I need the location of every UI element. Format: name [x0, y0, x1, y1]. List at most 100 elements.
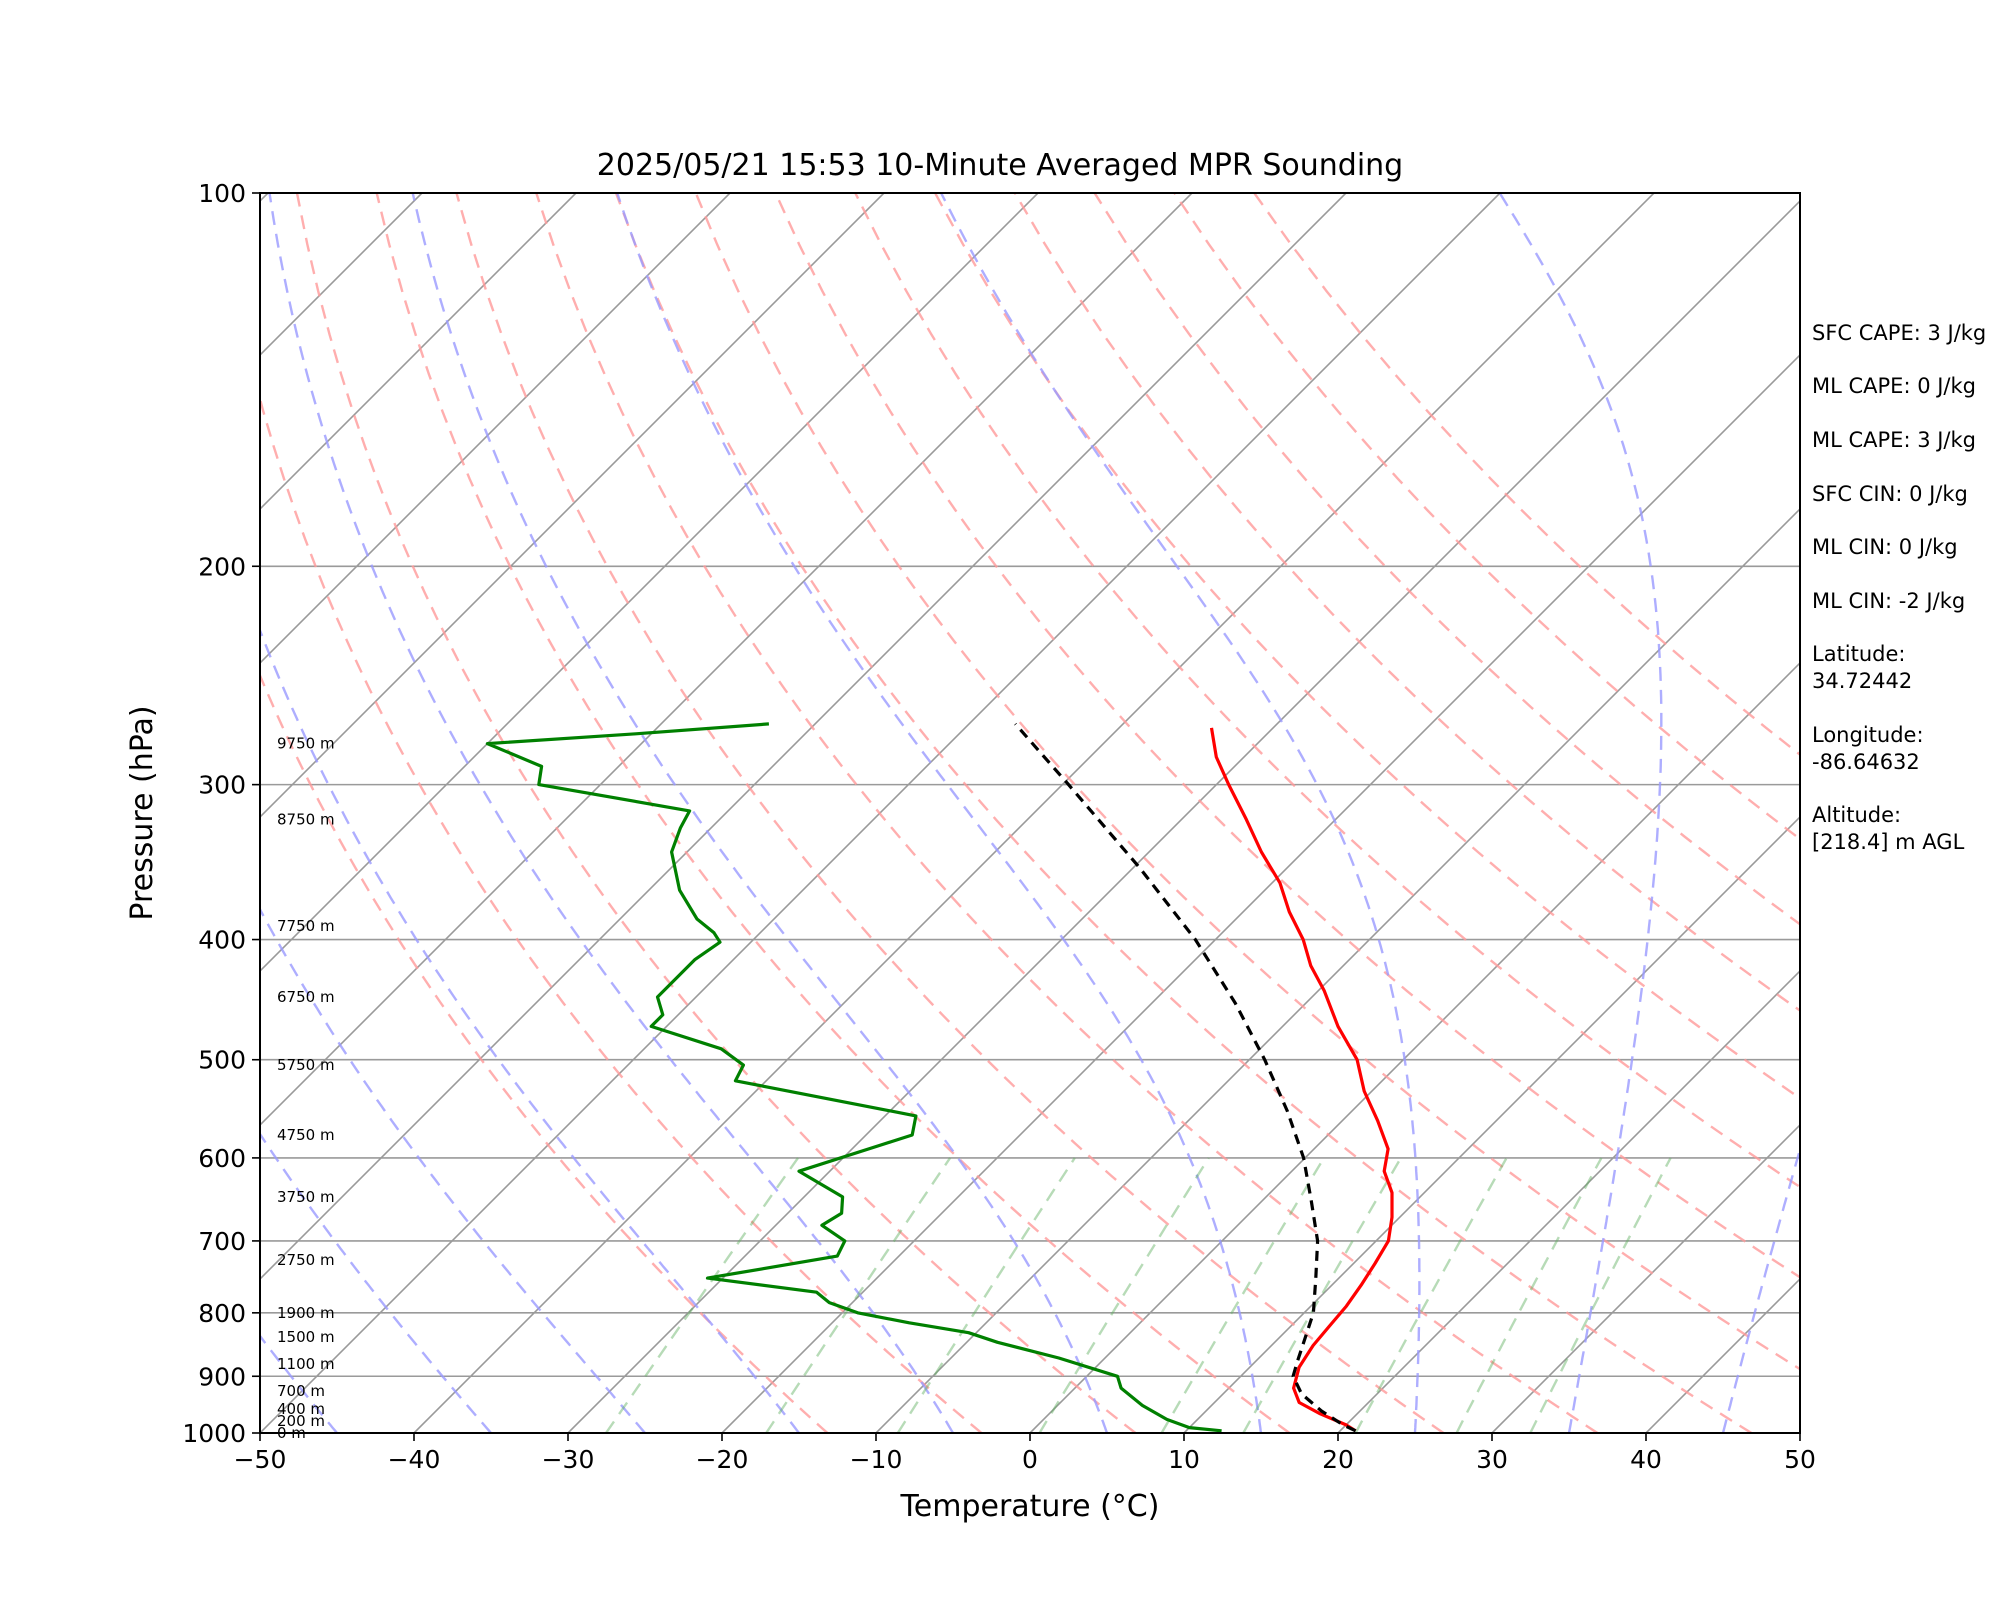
x-axis: −50 −40 −30 −20 −10 0 10 20 30 40 50: [234, 1433, 1816, 1474]
altitude-value: [218.4] m AGL: [1812, 830, 1965, 854]
y-tick-label: 700: [198, 1227, 246, 1256]
x-tick-label: 50: [1784, 1445, 1816, 1474]
height-label: 8750 m: [277, 810, 335, 828]
height-label: 1900 m: [277, 1304, 335, 1322]
sounding-traces: [485, 722, 1394, 1433]
moist-adiabat-line: [1498, 193, 1663, 1433]
mixing-ratio-line: [765, 1157, 952, 1433]
x-tick-label: −50: [234, 1445, 287, 1474]
dry-adiabat-line: [1173, 193, 1800, 841]
isotherm-line: [0, 193, 114, 1433]
isotherm-line: [1029, 661, 1800, 1433]
isotherm-line: [1337, 969, 1800, 1433]
dry-adiabat-line: [774, 193, 1800, 1279]
height-label: 1100 m: [277, 1355, 335, 1373]
dry-adiabat-line: [614, 193, 1753, 1433]
isotherm-line: [1491, 1123, 1800, 1433]
y-tick-label: 600: [198, 1144, 246, 1173]
dry-adiabat-line: [375, 193, 1291, 1433]
y-tick-label: 1000: [182, 1419, 246, 1448]
height-label: 9750 m: [277, 735, 335, 753]
temperature-trace: [1209, 727, 1394, 1433]
x-axis-label: Temperature (°C): [900, 1489, 1160, 1524]
mixing-ratio-line: [1529, 1157, 1672, 1433]
latitude-label: Latitude:: [1812, 642, 1906, 666]
dry-adiabat-line: [1253, 193, 1800, 757]
y-tick-label: 400: [198, 926, 246, 955]
height-label: 3750 m: [277, 1188, 335, 1206]
mixing-ratio-line: [1354, 1157, 1508, 1433]
x-tick-label: 40: [1630, 1445, 1662, 1474]
parcel-trace: [1014, 722, 1357, 1433]
x-tick-label: −30: [542, 1445, 595, 1474]
height-label: 5750 m: [277, 1056, 335, 1074]
isotherm-line: [413, 193, 1655, 1433]
isotherm-line: [260, 193, 731, 665]
y-axis-label: Pressure (hPa): [125, 705, 160, 920]
chart-title: 2025/05/21 15:53 10-Minute Averaged MPR …: [597, 148, 1403, 183]
ml-cape-text: ML CAPE: 0 J/kg: [1812, 374, 1976, 398]
height-label: 700 m: [277, 1382, 325, 1400]
isotherm-line: [875, 507, 1800, 1433]
isotherm-line: [260, 193, 1193, 1127]
ml-cin-2-text: ML CIN: -2 J/kg: [1812, 589, 1965, 613]
y-tick-label: 800: [198, 1299, 246, 1328]
height-label: 6750 m: [277, 988, 335, 1006]
dry-adiabat-line: [1093, 193, 1800, 926]
height-label: 7750 m: [277, 917, 335, 935]
latitude-value: 34.72442: [1812, 669, 1912, 693]
ml-cape-2-text: ML CAPE: 3 J/kg: [1812, 428, 1976, 452]
dry-adiabat-line: [694, 193, 1800, 1371]
isotherm-line: [260, 193, 1347, 1281]
isotherm-line: [260, 193, 577, 511]
x-tick-label: 20: [1322, 1445, 1354, 1474]
moist-adiabat-line: [260, 906, 646, 1433]
altitude-label: Altitude:: [1812, 803, 1901, 827]
y-tick-label: 900: [198, 1362, 246, 1391]
mixing-ratio-line: [1455, 1157, 1603, 1433]
moist-adiabat-line: [268, 193, 955, 1433]
mixing-ratio-line: [1160, 1157, 1326, 1433]
y-tick-label: 200: [198, 552, 246, 581]
y-axis: 1000 900 800 700 600 500 400 300 200 100: [182, 179, 260, 1448]
x-tick-label: 10: [1168, 1445, 1200, 1474]
x-tick-label: −20: [696, 1445, 749, 1474]
dry-adiabat-line: [455, 193, 1445, 1433]
isotherm-line: [260, 193, 885, 819]
dry-adiabat-line: [535, 193, 1599, 1433]
ml-cin-text: ML CIN: 0 J/kg: [1812, 535, 1958, 559]
mixing-ratio-line: [896, 1157, 1076, 1433]
longitude-label: Longitude:: [1812, 723, 1924, 747]
mixing-ratio-line: [1038, 1157, 1210, 1433]
isotherm-line: [260, 193, 1039, 973]
height-label: 0 m: [277, 1424, 306, 1442]
mixing-ratio-line: [605, 1157, 799, 1433]
y-tick-label: 500: [198, 1046, 246, 1075]
height-label: 400 m: [277, 1400, 325, 1418]
reference-lines: [0, 193, 1800, 1433]
height-label: 4750 m: [277, 1126, 335, 1144]
dry-adiabat-line: [260, 394, 983, 1433]
height-label: 2750 m: [277, 1251, 335, 1269]
longitude-value: -86.64632: [1812, 750, 1920, 774]
isotherm-line: [567, 199, 1800, 1433]
plot-frame: [259, 192, 1801, 1434]
x-tick-label: 30: [1476, 1445, 1508, 1474]
sfc-cape-text: SFC CAPE: 3 J/kg: [1812, 321, 1986, 345]
moist-adiabat-line: [260, 627, 800, 1433]
mixing-ratio-line: [1242, 1157, 1402, 1433]
y-tick-label: 300: [198, 771, 246, 800]
moist-adiabat-line: [616, 193, 1263, 1433]
isotherm-line: [721, 353, 1800, 1433]
dry-adiabat-line: [260, 672, 829, 1433]
y-tick-label: 100: [198, 179, 246, 208]
x-tick-label: −40: [388, 1445, 441, 1474]
x-tick-label: 0: [1022, 1445, 1038, 1474]
height-label: 200 m: [277, 1412, 325, 1430]
moist-adiabat-line: [940, 193, 1421, 1433]
height-label: 1500 m: [277, 1328, 335, 1346]
dry-adiabat-line: [295, 193, 1137, 1433]
moist-adiabat-line: [411, 193, 1109, 1433]
